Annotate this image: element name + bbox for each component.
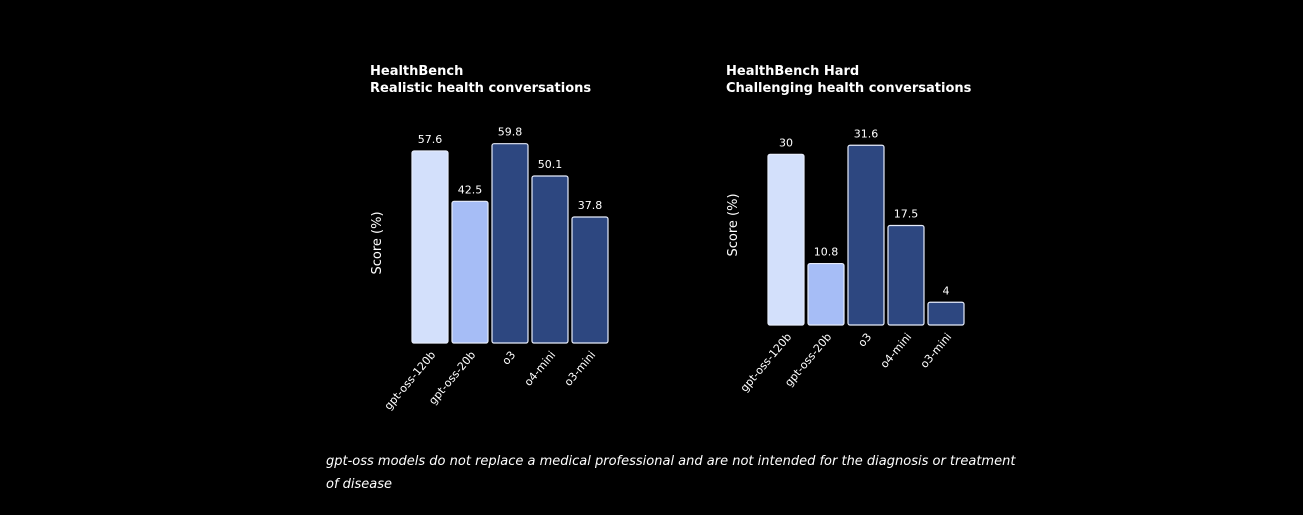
chart-title: HealthBench Hard Challenging health conv… bbox=[726, 63, 971, 97]
data-label: 57.6 bbox=[418, 133, 443, 146]
bar-o3 bbox=[491, 143, 529, 344]
healthbench-chart: HealthBench Realistic health conversatio… bbox=[330, 0, 690, 430]
x-tick-label: o4-mini bbox=[878, 331, 915, 371]
bar-gpt-oss-120b bbox=[411, 150, 449, 344]
chart-subtitle: Challenging health conversations bbox=[726, 81, 972, 96]
bar-o3 bbox=[847, 144, 885, 326]
y-axis-label: Score (%) bbox=[726, 193, 741, 256]
healthbench-hard-chart: HealthBench Hard Challenging health conv… bbox=[686, 0, 1046, 430]
chart-title: HealthBench Realistic health conversatio… bbox=[370, 63, 591, 97]
data-label: 17.5 bbox=[894, 207, 919, 220]
y-axis-label: Score (%) bbox=[370, 211, 385, 274]
x-tick-label: o3 bbox=[856, 331, 875, 350]
bar-o3-mini bbox=[927, 301, 965, 326]
data-label: 59.8 bbox=[498, 126, 523, 139]
data-label: 4 bbox=[943, 284, 950, 297]
data-label: 50.1 bbox=[538, 158, 563, 171]
data-label: 30 bbox=[779, 136, 793, 149]
x-tick-label: o3-mini bbox=[562, 349, 599, 389]
bar-o4-mini bbox=[531, 175, 569, 344]
chart-plot: Score (%)30gpt-oss-120b10.8gpt-oss-20b31… bbox=[726, 127, 965, 395]
x-tick-label: o4-mini bbox=[522, 349, 559, 389]
bar-o4-mini bbox=[887, 224, 925, 326]
chart-plot: Score (%)57.6gpt-oss-120b42.5gpt-oss-20b… bbox=[370, 126, 609, 413]
bar-gpt-oss-20b bbox=[807, 262, 845, 326]
bar-gpt-oss-20b bbox=[451, 200, 489, 344]
disclaimer-footnote: gpt-oss models do not replace a medical … bbox=[326, 454, 1016, 492]
bar-gpt-oss-120b bbox=[767, 153, 805, 326]
x-tick-label: o3 bbox=[500, 349, 519, 368]
x-tick-label: o3-mini bbox=[918, 331, 955, 371]
data-label: 10.8 bbox=[814, 246, 839, 259]
data-label: 31.6 bbox=[854, 127, 879, 140]
chart-title-main: HealthBench bbox=[370, 64, 464, 79]
chart-title-main: HealthBench Hard bbox=[726, 64, 860, 79]
bar-o3-mini bbox=[571, 216, 609, 344]
chart-subtitle: Realistic health conversations bbox=[370, 81, 592, 96]
data-label: 37.8 bbox=[578, 199, 603, 212]
data-label: 42.5 bbox=[458, 183, 483, 196]
